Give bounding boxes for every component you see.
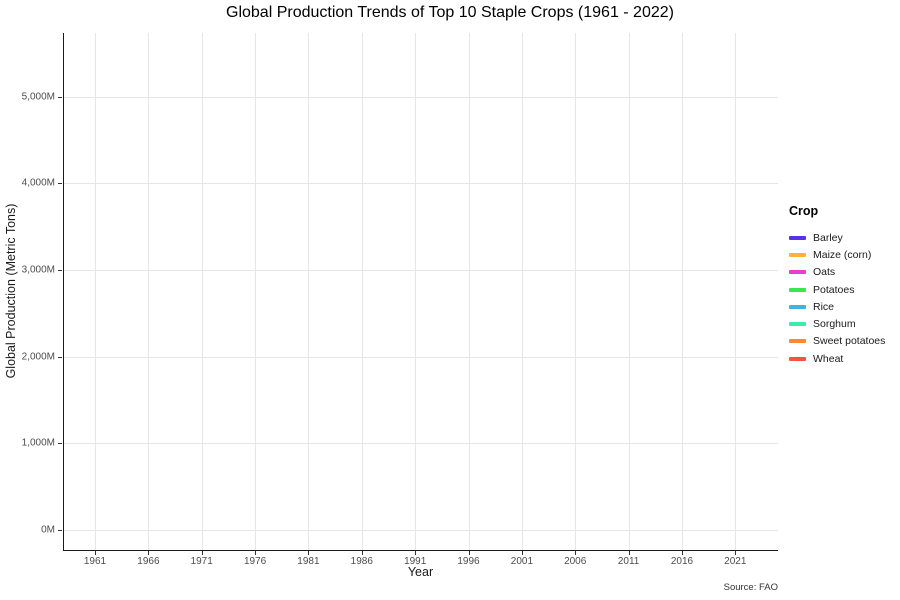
y-tick-label-0: 0M bbox=[41, 524, 55, 536]
gridline-y-3000 bbox=[63, 270, 778, 271]
x-tick-label-2021: 2021 bbox=[724, 556, 747, 567]
legend-item-rice: Rice bbox=[789, 298, 885, 315]
gridline-x-2001 bbox=[521, 33, 523, 550]
legend-title: Crop bbox=[789, 204, 819, 218]
gridline-x-1986 bbox=[361, 33, 363, 550]
y-tick-label-2000: 2,000M bbox=[21, 351, 55, 363]
legend-key-line bbox=[789, 287, 806, 292]
x-tick-mark-1991 bbox=[415, 551, 417, 555]
x-tick-label-1961: 1961 bbox=[83, 556, 107, 567]
legend-label: Sorghum bbox=[813, 318, 856, 331]
chart-title: Global Production Trends of Top 10 Stapl… bbox=[226, 4, 674, 21]
x-tick-label-1981: 1981 bbox=[297, 556, 320, 567]
x-tick-label-2001: 2001 bbox=[510, 556, 534, 567]
x-tick-label-1996: 1996 bbox=[457, 556, 480, 567]
legend-key-line bbox=[789, 304, 806, 309]
gridline-y-2000 bbox=[63, 356, 778, 358]
gridline-x-1971 bbox=[201, 33, 203, 550]
legend-item-sweet-potatoes: Sweet potatoes bbox=[789, 333, 885, 350]
x-axis-title: Year bbox=[407, 565, 434, 579]
legend-key-line bbox=[789, 252, 806, 257]
x-tick-label-2016: 2016 bbox=[670, 556, 694, 567]
plot-panel: 1961 1966 1971 1976 1981 1986 1991 1996 2001 2006… bbox=[22, 33, 778, 567]
x-tick-mark-2011 bbox=[628, 551, 630, 555]
gridline-x-1981 bbox=[308, 33, 310, 550]
x-tick-mark-2021 bbox=[735, 551, 737, 555]
legend-item-maize-corn-: Maize (corn) bbox=[789, 246, 885, 263]
legend-key-line bbox=[789, 322, 806, 327]
gridline-x-1966 bbox=[148, 33, 150, 550]
legend-item-oats: Oats bbox=[789, 264, 885, 281]
x-tick-mark-1996 bbox=[468, 551, 470, 555]
legend-label: Rice bbox=[813, 300, 835, 313]
legend-key-line bbox=[789, 270, 806, 275]
gridline-y-0 bbox=[63, 530, 778, 532]
legend-key-line bbox=[789, 356, 806, 361]
x-tick-label-1991: 1991 bbox=[404, 556, 427, 567]
x-tick-mark-1981 bbox=[308, 551, 310, 555]
gridline-x-2021 bbox=[735, 33, 737, 550]
legend-key-line bbox=[789, 235, 806, 240]
x-tick-mark-2006 bbox=[575, 551, 577, 555]
y-tick-mark-5000 bbox=[58, 96, 62, 98]
y-tick-mark-0 bbox=[58, 530, 62, 532]
x-tick-mark-2001 bbox=[521, 551, 523, 555]
gridline-x-2016 bbox=[682, 33, 683, 550]
x-tick-label-1976: 1976 bbox=[243, 556, 267, 567]
legend-label: Oats bbox=[813, 266, 836, 279]
y-tick-mark-4000 bbox=[58, 183, 62, 185]
legend-item-sorghum: Sorghum bbox=[789, 315, 885, 332]
legend-items: Barley Maize (corn) Oats Potatoes Rice Sorghu… bbox=[789, 229, 885, 367]
y-axis-title: Global Production (Metric Tons) bbox=[4, 203, 18, 379]
legend-label: Maize (corn) bbox=[813, 248, 872, 261]
legend-label: Wheat bbox=[813, 352, 844, 365]
source-caption: Source: FAO bbox=[723, 582, 778, 593]
gridline-x-1961 bbox=[95, 33, 96, 550]
gridline-x-1996 bbox=[468, 33, 470, 550]
y-tick-mark-2000 bbox=[58, 356, 62, 358]
legend-label: Sweet potatoes bbox=[813, 335, 886, 348]
x-tick-label-1966: 1966 bbox=[137, 556, 160, 567]
legend-item-barley: Barley bbox=[789, 229, 885, 246]
x-tick-label-2011: 2011 bbox=[617, 556, 640, 567]
gridline-y-1000 bbox=[63, 443, 778, 445]
x-tick-mark-1976 bbox=[255, 551, 257, 555]
legend-item-wheat: Wheat bbox=[789, 350, 885, 367]
y-tick-mark-1000 bbox=[58, 443, 62, 445]
x-tick-mark-2016 bbox=[682, 551, 683, 555]
x-tick-mark-1961 bbox=[95, 551, 96, 555]
x-tick-mark-1966 bbox=[148, 551, 150, 555]
gridline-x-2011 bbox=[628, 33, 630, 550]
legend-item-potatoes: Potatoes bbox=[789, 281, 885, 298]
legend: Crop Barley Maize (corn) Oats Potatoes Rice S… bbox=[789, 204, 885, 367]
gridline-y-5000 bbox=[63, 96, 778, 98]
y-axis-line bbox=[63, 33, 64, 551]
x-tick-mark-1971 bbox=[201, 551, 203, 555]
y-tick-label-3000: 3,000M bbox=[21, 264, 55, 276]
y-tick-mark-3000 bbox=[58, 270, 62, 271]
x-tick-label-1971: 1971 bbox=[190, 556, 213, 567]
y-tick-label-5000: 5,000M bbox=[21, 91, 55, 103]
x-tick-label-2006: 2006 bbox=[564, 556, 587, 567]
gridline-x-1991 bbox=[415, 33, 417, 550]
legend-label: Potatoes bbox=[813, 283, 855, 296]
x-tick-mark-1986 bbox=[361, 551, 363, 555]
legend-label: Barley bbox=[813, 231, 843, 244]
y-tick-label-1000: 1,000M bbox=[21, 437, 55, 449]
gridline-y-4000 bbox=[63, 183, 778, 185]
gridline-x-1976 bbox=[255, 33, 257, 550]
legend-key-line bbox=[789, 339, 806, 344]
x-tick-label-1986: 1986 bbox=[350, 556, 373, 567]
gridline-x-2006 bbox=[575, 33, 577, 550]
y-tick-label-4000: 4,000M bbox=[21, 177, 55, 189]
x-axis-line bbox=[63, 550, 778, 551]
